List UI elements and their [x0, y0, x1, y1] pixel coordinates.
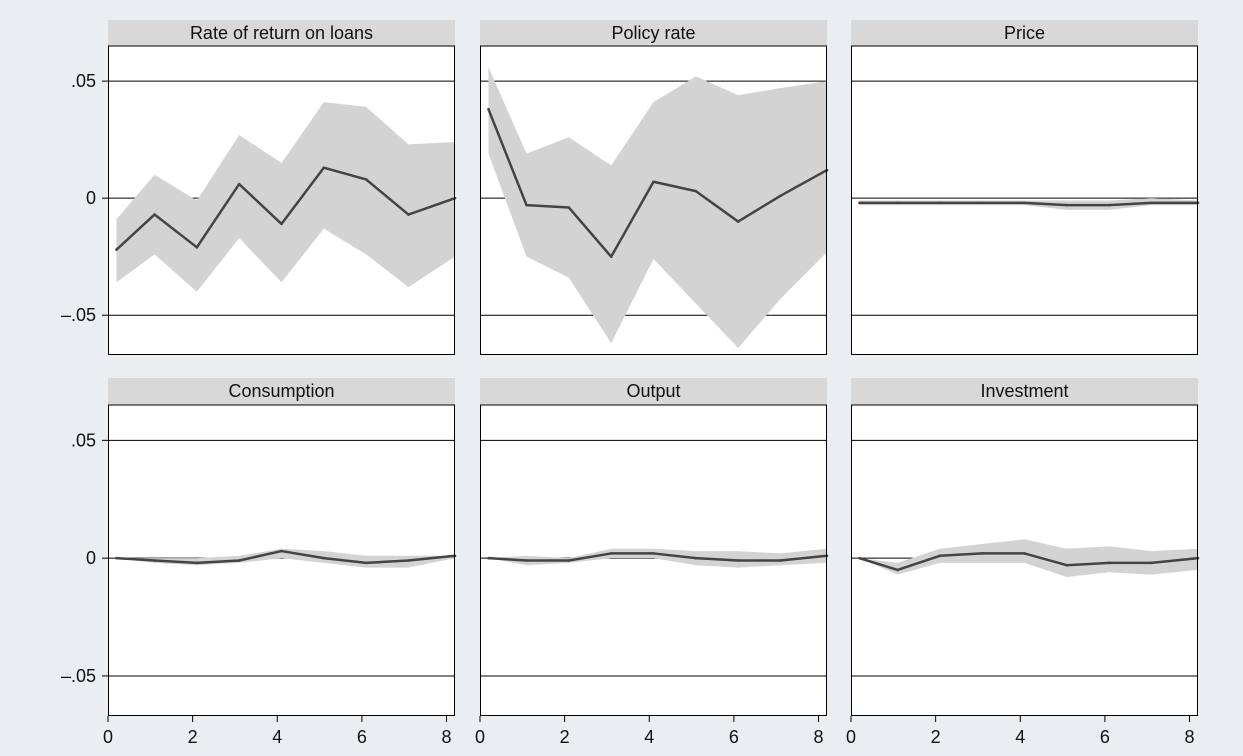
y-tick-label: 0 — [86, 188, 96, 208]
estimate-point — [694, 189, 698, 193]
x-tick-label: 6 — [729, 727, 739, 747]
panel-border — [851, 404, 1198, 716]
estimate-point — [779, 559, 782, 562]
estimate-point — [153, 559, 156, 562]
estimate-point — [153, 213, 156, 216]
x-tick-label: 2 — [560, 727, 570, 747]
panel-3: Price — [851, 20, 1200, 355]
estimate-point — [1065, 563, 1069, 567]
estimate-point — [195, 246, 199, 249]
estimate-point — [322, 166, 326, 170]
panel-1: Rate of return on loans –.05 0 .05 — [61, 20, 457, 355]
x-tick-label: 0 — [103, 727, 113, 747]
panel-header — [480, 378, 827, 405]
estimate-point — [195, 561, 199, 565]
panel-border — [851, 45, 1198, 355]
x-tick-label: 8 — [1185, 727, 1195, 747]
panel-header — [851, 378, 1198, 405]
x-tick-label: 0 — [475, 727, 485, 747]
panel-title: Output — [626, 381, 680, 401]
panel-border — [480, 404, 827, 716]
estimate-point — [652, 180, 655, 184]
estimate-point — [237, 559, 241, 562]
estimate-point — [364, 561, 368, 565]
estimate-point — [609, 255, 613, 258]
x-tick-label: 4 — [272, 727, 282, 747]
y-tick-label: .05 — [71, 430, 96, 450]
panel-6: Investment 0 2 4 6 8 — [846, 378, 1200, 747]
estimate-point — [609, 552, 613, 555]
estimate-point — [567, 206, 571, 209]
panel-header — [851, 20, 1198, 46]
estimate-point — [896, 568, 899, 572]
panel-header — [480, 20, 827, 46]
estimate-point — [858, 556, 861, 560]
y-tick-label: –.05 — [61, 305, 96, 325]
x-tick-label: 6 — [357, 727, 367, 747]
panel-4: Consumption –.05 0 .05 0 2 4 6 8 — [61, 378, 457, 747]
x-tick-label: 2 — [188, 727, 198, 747]
estimate-point — [525, 203, 528, 207]
y-tick-label: –.05 — [61, 666, 96, 686]
estimate-point — [779, 194, 782, 198]
estimate-point — [237, 182, 241, 186]
panel-2: Policy rate — [480, 20, 829, 355]
panel-title: Consumption — [228, 381, 334, 401]
estimate-point — [1065, 203, 1069, 207]
panel-border — [108, 45, 455, 355]
panel-title: Policy rate — [611, 23, 695, 43]
estimate-point — [980, 552, 984, 555]
x-tick-label: 8 — [442, 727, 452, 747]
estimate-point — [280, 549, 283, 553]
estimate-point — [322, 556, 326, 560]
panel-5: Output 0 2 4 6 8 — [475, 378, 829, 747]
estimate-point — [938, 201, 942, 205]
estimate-point — [364, 178, 368, 181]
estimate-point — [407, 213, 410, 216]
estimate-point — [1150, 201, 1153, 205]
estimate-point — [858, 201, 861, 205]
estimate-point — [280, 222, 283, 226]
confidence-band — [116, 102, 455, 292]
panel-border — [108, 404, 455, 716]
estimate-point — [407, 559, 410, 562]
confidence-band — [488, 67, 827, 348]
estimate-point — [1023, 552, 1026, 555]
estimate-point — [980, 201, 984, 205]
x-tick-label: 4 — [1015, 727, 1025, 747]
panel-title: Investment — [980, 381, 1068, 401]
panel-grid: Rate of return on loans –.05 0 .05 Policy ra… — [61, 20, 1200, 747]
estimate-point — [896, 201, 899, 205]
estimate-point — [567, 559, 571, 562]
x-tick-label: 2 — [931, 727, 941, 747]
estimate-point — [1107, 203, 1111, 207]
estimate-point — [1150, 561, 1153, 565]
panel-title: Price — [1004, 23, 1045, 43]
estimate-point — [652, 552, 655, 555]
panel-title: Rate of return on loans — [190, 23, 373, 43]
estimate-point — [938, 554, 942, 558]
estimate-point — [736, 559, 740, 562]
x-tick-label: 6 — [1100, 727, 1110, 747]
estimate-point — [525, 559, 528, 562]
x-tick-label: 8 — [814, 727, 824, 747]
x-tick-label: 0 — [846, 727, 856, 747]
confidence-band — [859, 539, 1198, 577]
x-tick-label: 4 — [644, 727, 654, 747]
panel-header — [108, 378, 455, 405]
panel-border — [480, 45, 827, 355]
estimate-point — [487, 556, 490, 560]
y-tick-label: 0 — [86, 548, 96, 568]
estimate-point — [115, 248, 118, 251]
estimate-point — [736, 220, 740, 223]
panel-header — [108, 20, 455, 46]
y-tick-label: .05 — [71, 71, 96, 91]
estimate-point — [694, 556, 698, 560]
estimate-point — [115, 556, 118, 560]
estimate-point — [1023, 201, 1026, 205]
confidence-band — [488, 548, 827, 568]
estimate-point — [487, 107, 490, 111]
estimate-point — [1107, 561, 1111, 565]
